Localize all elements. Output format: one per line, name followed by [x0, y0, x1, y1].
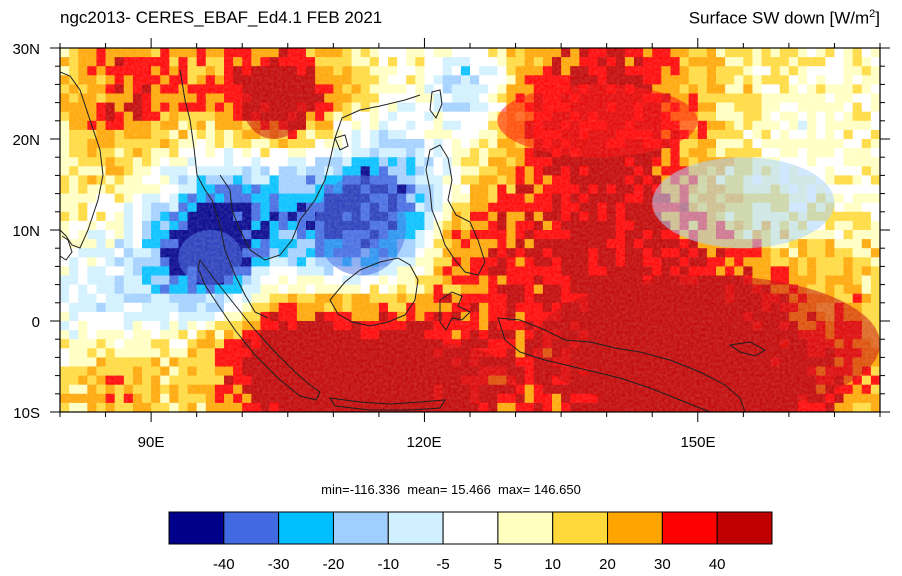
lon-label-120e: 120E — [406, 434, 441, 451]
colorbar-swatch — [552, 511, 609, 545]
colorbar — [168, 511, 773, 545]
lat-label-30n: 30N — [12, 41, 40, 58]
texture-overlay — [60, 48, 880, 412]
colorbar-swatch — [661, 511, 718, 545]
stats-max-value: 146.650 — [533, 482, 581, 497]
stats-min-label: min= — [321, 482, 350, 497]
coastline-new-britain — [728, 341, 767, 357]
map-title: ngc2013- CERES_EBAF_Ed4.1 FEB 2021 — [60, 8, 383, 27]
coastline-india — [60, 71, 104, 249]
colorbar-swatch — [497, 511, 554, 545]
variable-title-end: ] — [875, 8, 880, 28]
colorbar-swatch — [387, 511, 444, 545]
colorbar-swatch — [223, 511, 280, 545]
stats-mean-label: mean= — [407, 482, 448, 497]
colorbar-swatch — [168, 511, 225, 545]
colorbar-label: 20 — [599, 556, 616, 573]
lon-label-150e: 150E — [680, 434, 715, 451]
coastlines — [60, 69, 767, 412]
colorbar-label: 10 — [544, 556, 561, 573]
coastline-indochina — [219, 94, 421, 261]
coastline-hainan — [334, 134, 349, 151]
colorbar-label: -10 — [377, 556, 399, 573]
colorbar-label: -40 — [213, 556, 235, 573]
stats-min-value: -116.336 — [349, 482, 401, 497]
variable-title: Surface SW down [W/m2] — [689, 8, 880, 29]
colorbar-label: 5 — [494, 556, 502, 573]
colorbar-label: -5 — [436, 556, 449, 573]
lat-label-20n: 20N — [12, 132, 40, 149]
coastline-bay-of-bengal-east — [179, 69, 213, 201]
lat-label-equator: 0 — [32, 314, 40, 331]
variable-title-exponent: 2 — [869, 8, 876, 20]
stats-max-label: max= — [498, 482, 531, 497]
lat-label-10n: 10N — [12, 223, 40, 240]
coastline-new-guinea — [497, 317, 746, 412]
coastline-java — [329, 397, 446, 411]
coastline-sri-lanka — [60, 235, 73, 261]
colorbar-swatch — [332, 511, 389, 545]
colorbar-labels: -40 -30 -20 -10 -5 5 10 20 30 40 — [213, 556, 726, 573]
colorbar-swatch — [278, 511, 334, 545]
colorbar-label: 40 — [709, 556, 726, 573]
lon-label-90e: 90E — [138, 434, 165, 451]
colorbar-swatch — [716, 511, 773, 545]
coastline-borneo — [329, 257, 419, 327]
coastline-sumatra — [197, 258, 321, 401]
colorbar-swatch — [442, 511, 499, 545]
coastline-taiwan — [429, 89, 443, 119]
coastline-sulawesi — [439, 291, 471, 331]
axis-ticks — [50, 38, 890, 422]
colorbar-label: -30 — [268, 556, 290, 573]
coastline-philippines — [425, 144, 486, 276]
lat-label-10s: 10S — [13, 405, 40, 422]
colorbar-swatch — [607, 511, 663, 545]
variable-title-main: Surface SW down [W/m — [688, 8, 870, 28]
colorbar-label: -20 — [323, 556, 345, 573]
stats-line: min=-116.336 mean= 15.466 max= 146.650 — [0, 482, 902, 497]
coastline-malay-peninsula — [211, 199, 269, 319]
colorbar-label: 30 — [654, 556, 671, 573]
stats-mean-value: 15.466 — [451, 482, 491, 497]
